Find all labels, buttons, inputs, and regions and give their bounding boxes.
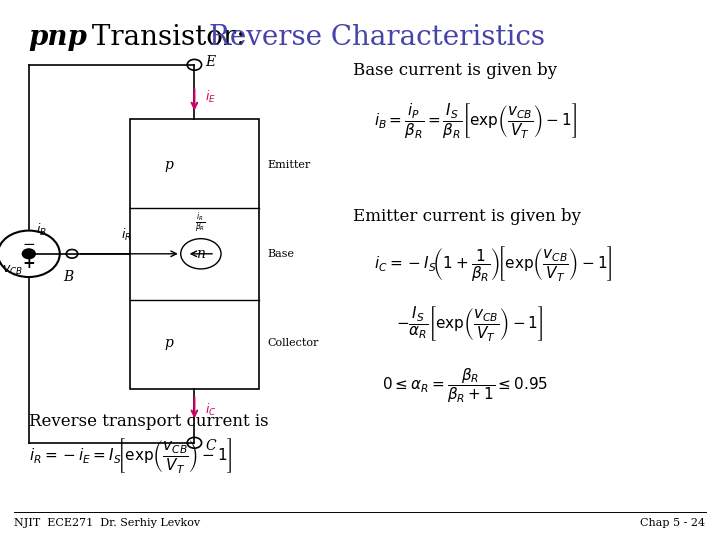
Text: Emitter current is given by: Emitter current is given by xyxy=(353,208,581,225)
Text: $i_C = -I_S\!\left(1+\dfrac{1}{\beta_R}\right)\!\left[\exp\!\left(\dfrac{v_{CB}}: $i_C = -I_S\!\left(1+\dfrac{1}{\beta_R}\… xyxy=(374,245,613,284)
Text: Collector: Collector xyxy=(268,338,319,348)
Text: $v_{CB}$: $v_{CB}$ xyxy=(2,264,23,276)
Text: Base: Base xyxy=(268,249,295,259)
Text: Reverse Characteristics: Reverse Characteristics xyxy=(209,24,545,51)
Text: $i_R = -i_E = I_S\!\left[\exp\!\left(\dfrac{v_{CB}}{V_T}\right)-1\right]$: $i_R = -i_E = I_S\!\left[\exp\!\left(\df… xyxy=(29,437,233,476)
Text: $i_C$: $i_C$ xyxy=(205,402,217,418)
Text: n: n xyxy=(197,247,205,261)
Text: Transistor:: Transistor: xyxy=(83,24,254,51)
Text: B: B xyxy=(63,270,73,284)
Text: Base current is given by: Base current is given by xyxy=(353,62,557,79)
Text: E: E xyxy=(205,55,215,69)
Text: NJIT  ECE271  Dr. Serhiy Levkov: NJIT ECE271 Dr. Serhiy Levkov xyxy=(14,518,201,529)
Text: $i_B = \dfrac{i_P}{\beta_R} = \dfrac{I_S}{\beta_R}\left[\exp\!\left(\dfrac{v_{CB: $i_B = \dfrac{i_P}{\beta_R} = \dfrac{I_S… xyxy=(374,102,577,141)
Text: p: p xyxy=(164,336,173,350)
Text: $0 \leq \alpha_R = \dfrac{\beta_R}{\beta_R+1} \leq 0.95$: $0 \leq \alpha_R = \dfrac{\beta_R}{\beta… xyxy=(382,367,548,406)
Text: $i_R$: $i_R$ xyxy=(121,227,132,243)
Text: Reverse transport current is: Reverse transport current is xyxy=(29,413,269,430)
Text: pnp: pnp xyxy=(29,24,88,51)
Text: Emitter: Emitter xyxy=(268,160,311,170)
Text: $\frac{i_R}{\beta_R}$: $\frac{i_R}{\beta_R}$ xyxy=(195,211,207,236)
Text: Chap 5 - 24: Chap 5 - 24 xyxy=(641,518,706,529)
Text: +: + xyxy=(22,256,35,271)
Circle shape xyxy=(22,249,35,259)
Text: $i_B$: $i_B$ xyxy=(36,221,47,238)
Text: $i_E$: $i_E$ xyxy=(205,89,216,105)
Text: −: − xyxy=(22,237,35,252)
Text: C: C xyxy=(205,438,216,453)
Text: p: p xyxy=(164,158,173,172)
Bar xyxy=(130,119,259,389)
Text: $-\dfrac{I_S}{\alpha_R}\left[\exp\!\left(\dfrac{v_{CB}}{V_T}\right)-1\right]$: $-\dfrac{I_S}{\alpha_R}\left[\exp\!\left… xyxy=(396,305,544,343)
